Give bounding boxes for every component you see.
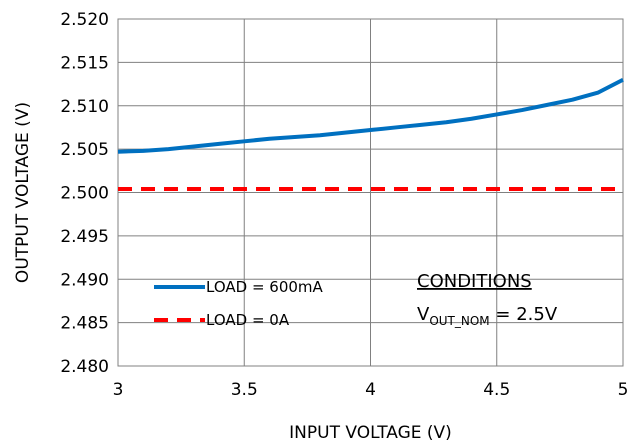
x-axis-title: INPUT VOLTAGE (V) bbox=[289, 423, 452, 443]
y-tick-label: 2.495 bbox=[60, 227, 109, 247]
plot-frame bbox=[117, 18, 624, 367]
legend-label-1: LOAD = 0A bbox=[206, 311, 290, 329]
x-tick-label: 3.5 bbox=[231, 380, 258, 400]
conditions-subscript: OUT_NOM bbox=[429, 314, 489, 328]
y-tick-label: 2.500 bbox=[60, 184, 109, 204]
y-tick-label: 2.510 bbox=[60, 97, 109, 117]
y-tick-label: 2.515 bbox=[60, 53, 109, 73]
x-tick-label: 3 bbox=[113, 380, 124, 400]
series-line-0 bbox=[117, 77, 624, 154]
conditions-annotation: CONDITIONS VOUT_NOM = 2.5V bbox=[417, 271, 558, 328]
conditions-value: = 2.5V bbox=[490, 304, 558, 325]
series-layer bbox=[117, 77, 624, 192]
x-tick-labels: 3 3.5 4 4.5 5 bbox=[113, 380, 629, 400]
x-tick-label: 5 bbox=[618, 380, 629, 400]
conditions-v: V bbox=[417, 304, 430, 325]
legend: LOAD = 600mA LOAD = 0A bbox=[154, 278, 324, 329]
y-tick-label: 2.480 bbox=[60, 357, 109, 377]
y-tick-label: 2.520 bbox=[60, 10, 109, 30]
y-tick-label: 2.485 bbox=[60, 314, 109, 334]
conditions-heading: CONDITIONS bbox=[417, 271, 532, 292]
y-tick-label: 2.505 bbox=[60, 140, 109, 160]
y-axis-title: OUTPUT VOLTAGE (V) bbox=[13, 102, 33, 283]
y-tick-label: 2.490 bbox=[60, 270, 109, 290]
conditions-vout-nom: VOUT_NOM = 2.5V bbox=[417, 304, 558, 328]
x-tick-label: 4.5 bbox=[483, 380, 510, 400]
x-tick-label: 4 bbox=[365, 380, 376, 400]
legend-label-0: LOAD = 600mA bbox=[206, 278, 324, 296]
y-tick-labels: 2.480 2.485 2.490 2.495 2.500 2.505 2.510 2.515… bbox=[60, 10, 109, 377]
